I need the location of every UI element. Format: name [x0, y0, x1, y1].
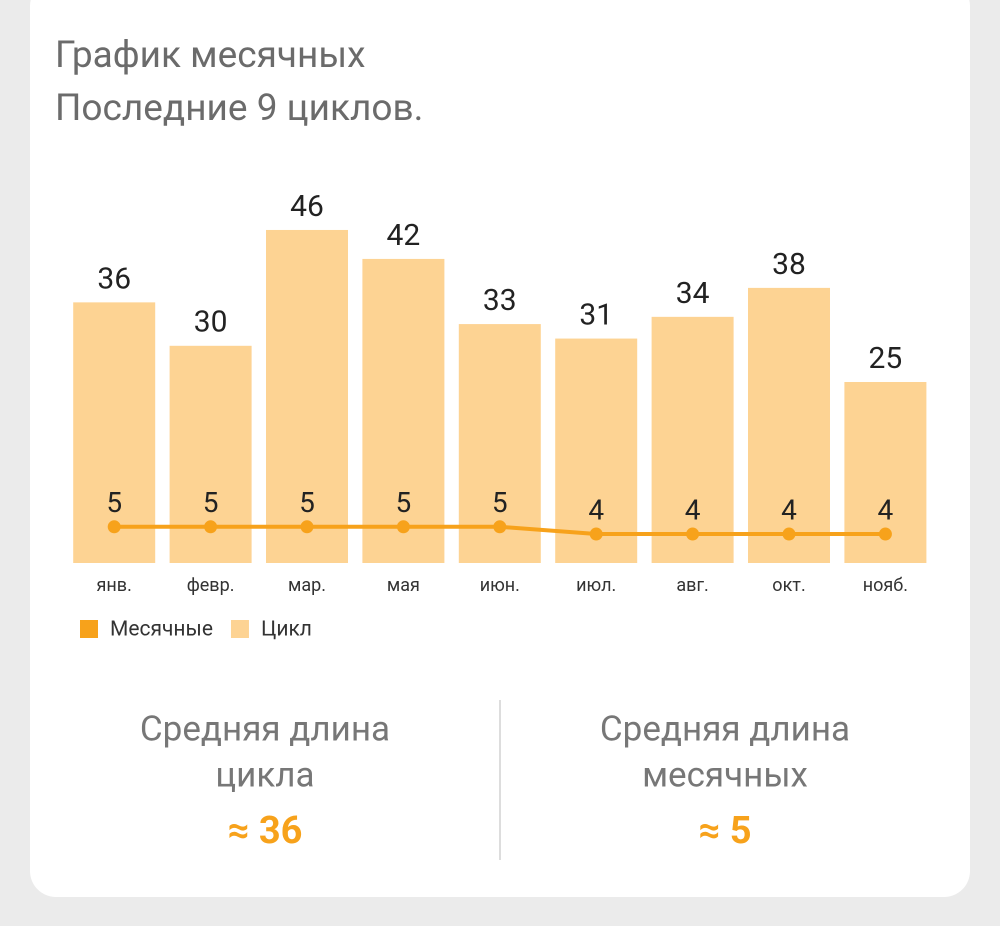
line-value-label: 4 [588, 493, 604, 526]
line-point [686, 527, 700, 541]
bar [748, 287, 830, 563]
bar [266, 229, 348, 563]
line-point [589, 527, 603, 541]
bar-value-label: 42 [387, 218, 421, 253]
line-value-label: 4 [781, 493, 797, 526]
line-point [396, 520, 410, 534]
x-tick-label: мая [387, 575, 420, 596]
line-value-label: 5 [299, 486, 315, 519]
line-value-label: 4 [685, 493, 701, 526]
line-value-label: 5 [106, 486, 122, 519]
bar-value-label: 46 [290, 189, 324, 224]
bar [73, 302, 156, 563]
bar [555, 338, 638, 563]
bar [651, 316, 734, 563]
bar-value-label: 33 [483, 283, 517, 318]
bar-value-label: 38 [772, 247, 806, 282]
line-value-label: 5 [203, 486, 219, 519]
legend-swatch [230, 620, 249, 638]
chart-title: График месячных [55, 34, 365, 77]
summary-label: месячных [642, 754, 808, 795]
legend-swatch [80, 620, 98, 638]
x-tick-label: нояб. [863, 575, 908, 596]
legend-label: Месячные [110, 618, 213, 642]
x-tick-label: окт. [772, 575, 805, 596]
line-point [300, 520, 314, 534]
line-value-label: 5 [492, 486, 508, 519]
summary-value: ≈ 5 [698, 809, 751, 853]
legend-label: Цикл [261, 618, 312, 642]
x-tick-label: июн. [480, 575, 520, 596]
line-point [107, 520, 121, 534]
x-tick-label: июл. [576, 575, 616, 596]
x-tick-label: янв. [97, 575, 132, 596]
summary-label: цикла [215, 754, 314, 795]
bar-value-label: 25 [869, 341, 903, 376]
summary-label: Средняя длина [140, 708, 390, 749]
x-tick-label: авг. [676, 575, 708, 596]
line-value-label: 4 [878, 493, 894, 526]
bar-value-label: 30 [194, 305, 228, 340]
x-tick-label: февр. [187, 575, 235, 596]
line-point [782, 527, 796, 541]
x-tick-label: мар. [288, 575, 326, 596]
summary-value: ≈ 36 [228, 809, 303, 853]
line-point [493, 520, 507, 534]
chart-subtitle: Последние 9 циклов. [55, 87, 423, 130]
bar-value-label: 36 [97, 261, 131, 296]
line-value-label: 5 [396, 486, 412, 519]
line-point [204, 520, 218, 534]
bar-value-label: 31 [579, 297, 613, 332]
bar-value-label: 34 [676, 276, 710, 311]
bar [362, 258, 445, 563]
line-point [878, 527, 892, 541]
summary-label: Средняя длина [600, 708, 850, 749]
